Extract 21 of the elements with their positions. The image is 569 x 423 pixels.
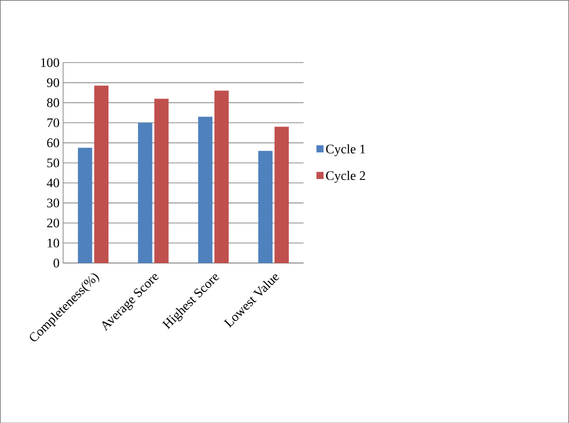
bar bbox=[78, 148, 92, 263]
bar bbox=[154, 98, 169, 263]
y-tick-label: 40 bbox=[46, 178, 60, 188]
y-tick-label: 20 bbox=[47, 218, 60, 228]
y-tick-label: 50 bbox=[47, 158, 60, 168]
bar bbox=[214, 90, 229, 263]
y-tick-label: 30 bbox=[47, 198, 60, 208]
bar bbox=[274, 126, 289, 263]
bar bbox=[138, 122, 152, 263]
legend-label: Cycle 2 bbox=[326, 170, 366, 183]
bar bbox=[258, 150, 273, 263]
y-tick-label: 100 bbox=[41, 58, 60, 67]
legend-label: Cycle 1 bbox=[326, 144, 366, 156]
y-tick-label: 70 bbox=[47, 118, 60, 127]
y-tick-label: 90 bbox=[46, 78, 60, 87]
y-tick-label: 0 bbox=[54, 258, 60, 268]
y-tick-label: 60 bbox=[47, 138, 60, 148]
y-tick-label: 10 bbox=[48, 238, 60, 248]
y-tick-label: 80 bbox=[47, 98, 60, 107]
bar bbox=[198, 116, 212, 263]
bar bbox=[94, 86, 108, 263]
